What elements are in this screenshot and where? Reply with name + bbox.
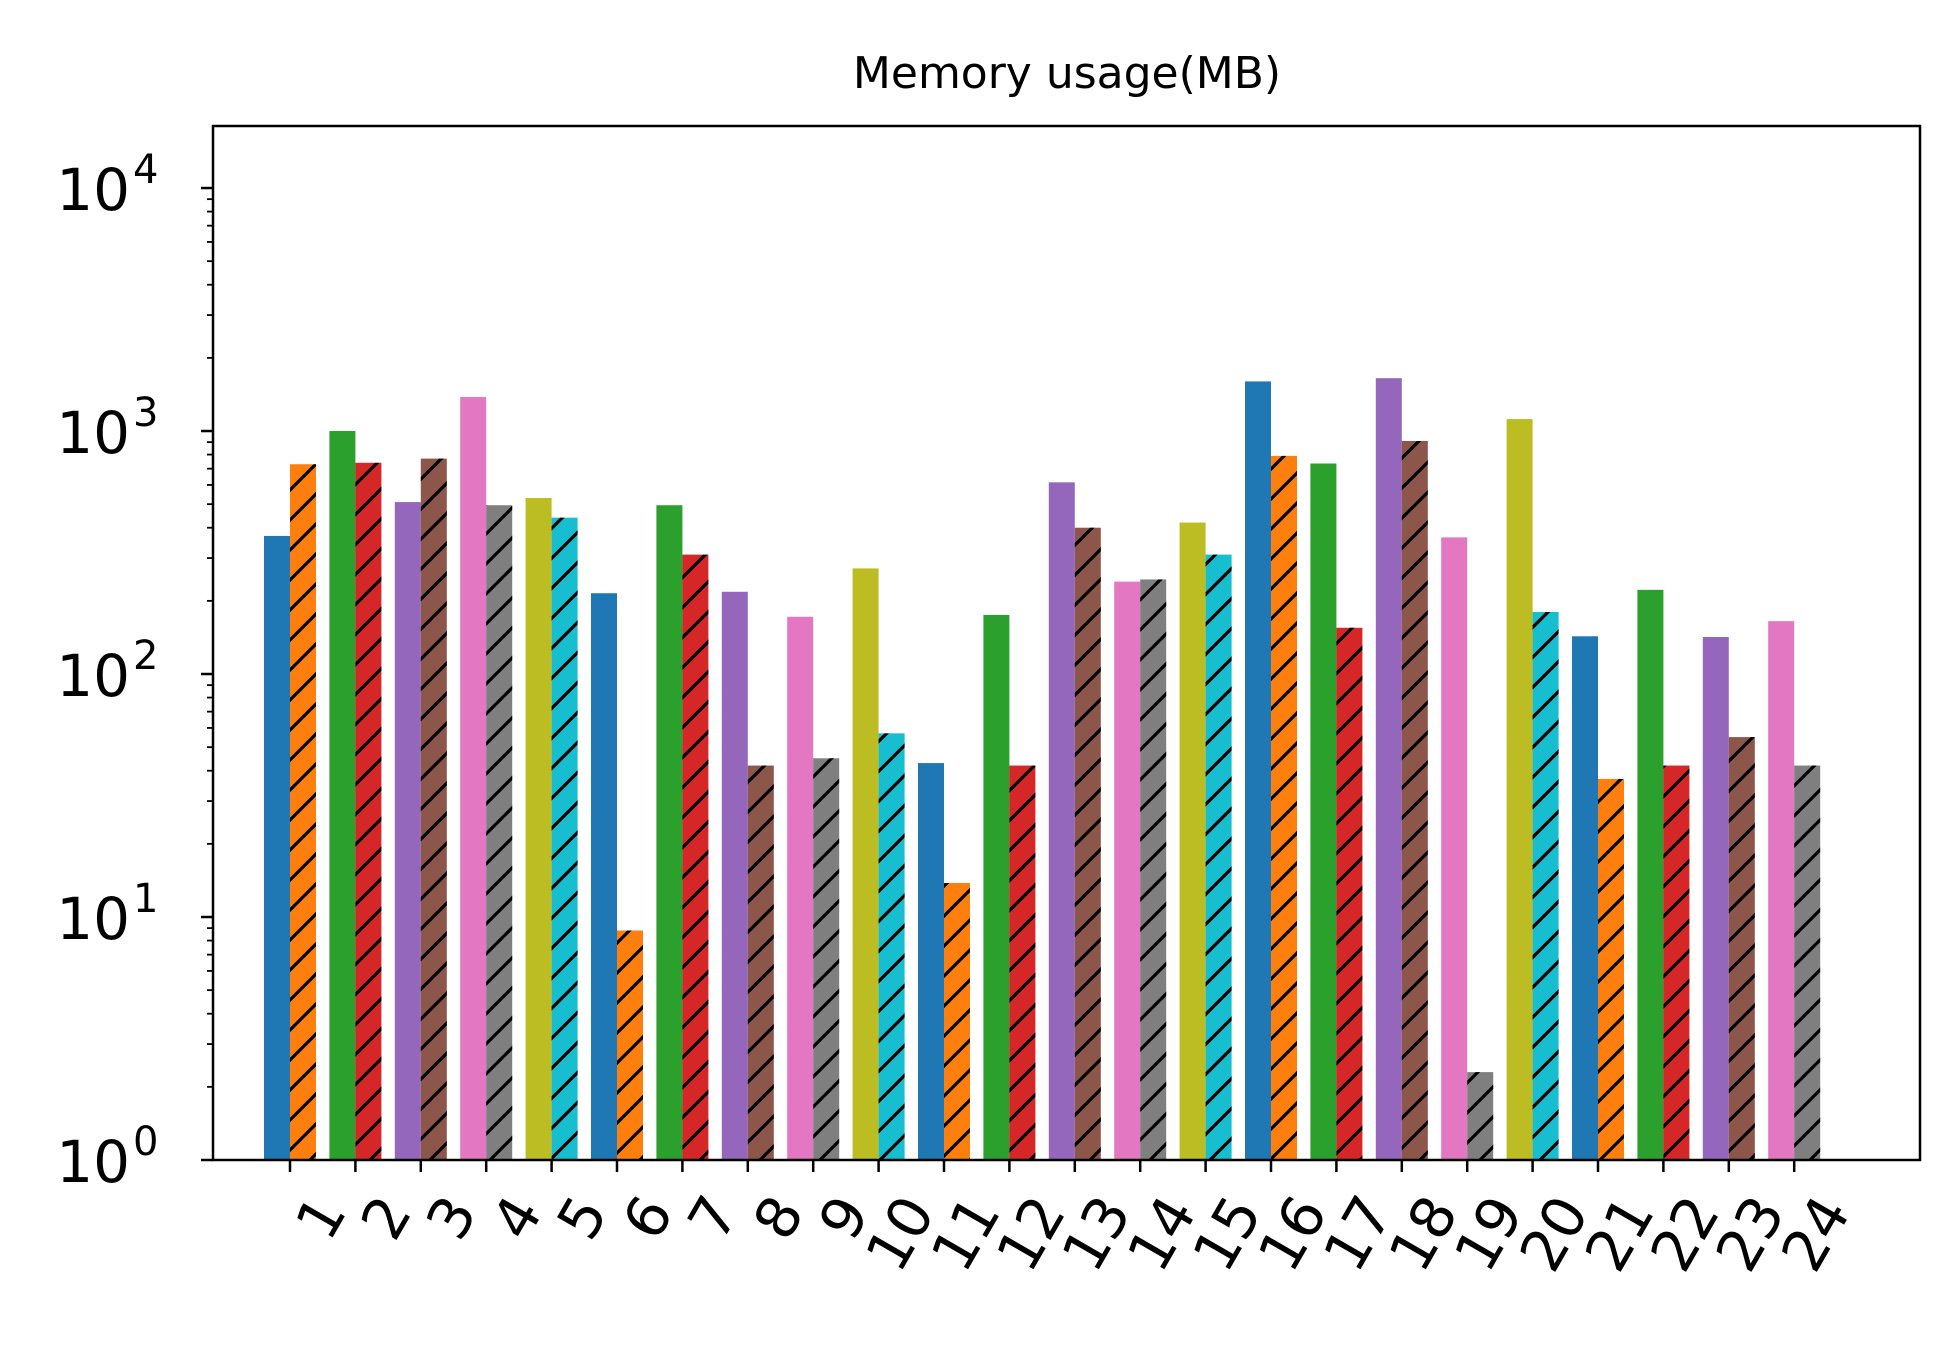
bar-solid-6 xyxy=(591,593,617,1160)
bar-solid-21 xyxy=(1572,636,1598,1160)
bar-hatch-overlay-10 xyxy=(878,733,905,1160)
bar-hatch-overlay-6 xyxy=(617,930,643,1160)
bar-hatch-overlay-11 xyxy=(944,883,970,1160)
bar-solid-2 xyxy=(329,431,356,1161)
y-tick-label: 10 xyxy=(56,1128,130,1196)
bar-solid-7 xyxy=(656,505,683,1160)
bar-solid-19 xyxy=(1441,537,1468,1160)
bar-solid-18 xyxy=(1375,378,1402,1160)
y-tick-label: 10 xyxy=(56,885,130,953)
bar-solid-8 xyxy=(721,591,748,1160)
bar-hatch-overlay-9 xyxy=(813,758,840,1160)
bar-solid-17 xyxy=(1310,463,1337,1161)
bar-solid-3 xyxy=(394,502,421,1160)
bar-hatch-overlay-8 xyxy=(747,765,774,1160)
bar-solid-16 xyxy=(1245,381,1271,1160)
bar-solid-13 xyxy=(1048,482,1075,1160)
bar-hatch-overlay-5 xyxy=(551,517,578,1160)
y-tick-exponent: 3 xyxy=(133,390,158,436)
bar-hatch-overlay-15 xyxy=(1205,554,1232,1160)
bar-hatch-overlay-13 xyxy=(1074,527,1101,1160)
bar-hatch-overlay-12 xyxy=(1009,765,1036,1160)
bar-hatch-overlay-22 xyxy=(1663,765,1690,1160)
y-tick-exponent: 1 xyxy=(133,876,158,922)
bar-hatch-overlay-16 xyxy=(1271,455,1297,1160)
plot-frame xyxy=(211,124,1922,1162)
bar-hatch-overlay-19 xyxy=(1467,1072,1494,1160)
bar-solid-4 xyxy=(460,397,487,1160)
bar-solid-5 xyxy=(525,498,552,1160)
bar-hatch-overlay-21 xyxy=(1598,778,1624,1160)
bar-solid-23 xyxy=(1702,637,1729,1160)
chart-title: Memory usage(MB) xyxy=(853,48,1281,99)
bar-hatch-overlay-24 xyxy=(1794,765,1821,1160)
y-tick-exponent: 2 xyxy=(133,633,158,679)
bar-solid-15 xyxy=(1179,522,1206,1160)
bar-hatch-overlay-2 xyxy=(355,462,382,1160)
y-tick-exponent: 4 xyxy=(133,147,158,193)
bar-solid-22 xyxy=(1637,589,1664,1160)
bar-solid-20 xyxy=(1506,419,1533,1160)
bar-hatch-overlay-20 xyxy=(1532,611,1559,1160)
x-tick-label-24: 24 xyxy=(1768,1185,1864,1283)
bar-hatch-overlay-17 xyxy=(1336,627,1363,1160)
bar-hatch-overlay-4 xyxy=(486,505,513,1160)
bar-solid-9 xyxy=(787,616,814,1160)
bar-solid-1 xyxy=(264,535,290,1160)
bar-hatch-overlay-18 xyxy=(1401,440,1428,1161)
bar-hatch-overlay-3 xyxy=(420,458,447,1160)
bars-group xyxy=(264,378,1821,1161)
y-tick-label: 10 xyxy=(56,642,130,710)
y-tick-label: 10 xyxy=(56,156,130,224)
bar-hatch-overlay-1 xyxy=(290,464,316,1161)
bar-solid-10 xyxy=(852,568,879,1160)
bar-hatch-overlay-14 xyxy=(1140,579,1167,1160)
bar-solid-11 xyxy=(918,763,944,1160)
bar-solid-24 xyxy=(1768,621,1795,1160)
y-tick-label: 10 xyxy=(56,399,130,467)
bar-hatch-overlay-7 xyxy=(682,554,709,1160)
bar-solid-12 xyxy=(983,614,1010,1160)
bar-solid-14 xyxy=(1114,581,1141,1160)
bar-hatch-overlay-23 xyxy=(1728,737,1755,1160)
y-tick-exponent: 0 xyxy=(133,1119,158,1165)
